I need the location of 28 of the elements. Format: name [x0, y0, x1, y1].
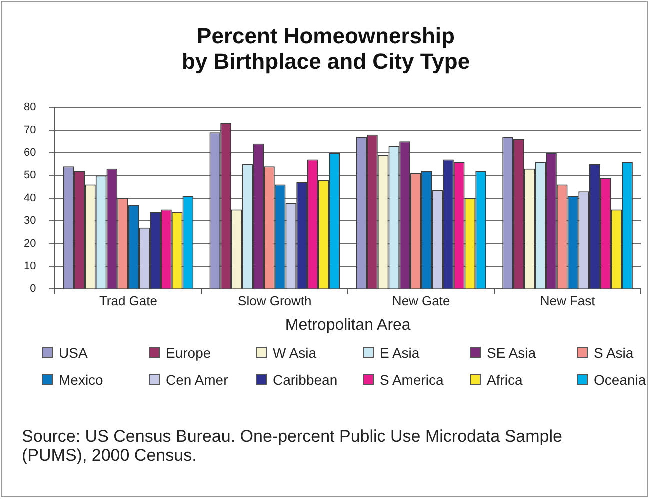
- legend-label: W Asia: [273, 344, 317, 360]
- y-tick-label: 10: [24, 260, 36, 273]
- x-tick-label: New Fast: [540, 294, 596, 309]
- legend-label: S Asia: [594, 344, 634, 360]
- legend-label: Europe: [166, 344, 212, 360]
- x-tick-label: New Gate: [392, 294, 450, 309]
- legend-label: Caribbean: [273, 372, 338, 388]
- legend-label: Mexico: [59, 372, 104, 388]
- y-tick-label: 60: [24, 147, 36, 160]
- x-tick-label: Slow Growth: [238, 294, 312, 309]
- legend-label: USA: [59, 344, 88, 360]
- chart-title: Percent Homeownership by Birthplace and City Type: [182, 24, 470, 74]
- legend-label: Cen Amer: [166, 372, 228, 388]
- legend-label: Oceania: [594, 372, 646, 388]
- x-tick-label: Trad Gate: [99, 294, 158, 309]
- source-note: Source: US Census Bureau. One-percent Public Use Microdata Sample (PUMS), 2000 Census.: [22, 427, 564, 465]
- legend-label: Africa: [487, 372, 523, 388]
- y-tick-label: 80: [24, 102, 36, 114]
- legend-label: S America: [380, 372, 444, 388]
- y-tick-label: 0: [30, 283, 36, 296]
- y-tick-label: 40: [24, 192, 36, 204]
- legend-label: E Asia: [380, 344, 420, 360]
- y-tick-label: 20: [24, 238, 36, 250]
- y-tick-label: 50: [24, 170, 36, 182]
- y-tick-label: 70: [24, 124, 36, 136]
- x-axis-title: Metropolitan Area: [285, 316, 411, 334]
- legend-label: SE Asia: [487, 344, 536, 360]
- y-tick-label: 30: [24, 215, 36, 228]
